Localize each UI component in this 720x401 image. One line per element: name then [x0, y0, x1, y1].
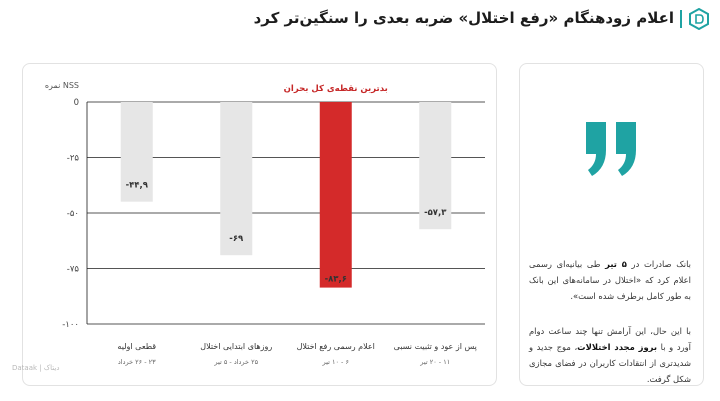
y-tick-label: -۷۵	[67, 265, 80, 275]
bar	[319, 102, 352, 288]
paragraph-1: بانک صادرات در ۵ تیر طی بیانیه‌ای رسمی ا…	[529, 256, 691, 304]
bar-value-label: -۸۳,۶	[325, 275, 347, 285]
bar-value-label: -۵۷,۳	[424, 208, 447, 218]
chart-card: نمره NSS 0 -۲۵ -۵۰ -۷۵ -۱۰۰ -۴۴,۹ قطعی اولیه ۲۳ …	[22, 63, 497, 386]
category-date-label: ۱۱ - ۲۰ تیر	[419, 358, 450, 366]
p2-text-a: با این حال، این آرامش تنها چند ساعت دوام…	[529, 326, 691, 352]
bar-value-label: -۴۴,۹	[126, 181, 149, 191]
bar	[220, 102, 253, 256]
p1-text-b: طی بیانیه‌ای رسمی اعلام کرد که «اختلال د…	[529, 259, 691, 301]
category-label: اعلام رسمی رفع اختلال	[297, 342, 375, 351]
bar	[120, 102, 153, 202]
y-tick-label: -۱۰۰	[62, 320, 79, 330]
text-card: بانک صادرات در ۵ تیر طی بیانیه‌ای رسمی ا…	[519, 63, 704, 386]
source-watermark: Dataak | دیتاک	[12, 364, 60, 372]
category-date-label: ۶ - ۱۰ تیر	[322, 358, 349, 366]
nss-bar-chart: نمره NSS 0 -۲۵ -۵۰ -۷۵ -۱۰۰ -۴۴,۹ قطعی اولیه ۲۳ …	[45, 81, 485, 366]
logo-icon	[689, 8, 709, 30]
worst-point-annotation: بدترین نقطه‌ی کل بحران	[284, 84, 388, 94]
p2-text-b: ، موج جدید و شدیدتری از انتقادات کاربران…	[529, 342, 691, 384]
paragraph-2: با این حال، این آرامش تنها چند ساعت دوام…	[529, 323, 691, 387]
quote-icon	[586, 122, 636, 176]
p1-bold: ۵ تیر	[605, 259, 627, 269]
bar	[419, 102, 452, 230]
y-tick-label: -۵۰	[67, 209, 79, 219]
header: اعلام زودهنگام «رفع اختلال» ضربه بعدی را…	[0, 0, 720, 40]
category-date-label: ۲۵ خرداد - ۵ تیر	[213, 358, 258, 366]
category-date-label: ۲۳ - ۲۶ خرداد	[118, 358, 156, 366]
p2-bold: بروز مجدد اختلالات	[577, 342, 658, 352]
header-divider	[680, 10, 682, 28]
category-label: روزهای ابتدایی اختلال	[200, 342, 272, 351]
bar-value-label: -۶۹	[229, 234, 244, 244]
page-title: اعلام زودهنگام «رفع اختلال» ضربه بعدی را…	[253, 9, 674, 27]
y-tick-label: 0	[74, 98, 79, 108]
category-label: پس از عود و تثبیت نسبی	[394, 342, 477, 351]
category-label: قطعی اولیه	[117, 342, 156, 351]
y-tick-label: -۲۵	[67, 154, 80, 164]
p1-text-a: بانک صادرات در	[626, 259, 691, 269]
y-axis-label: نمره NSS	[45, 81, 79, 90]
